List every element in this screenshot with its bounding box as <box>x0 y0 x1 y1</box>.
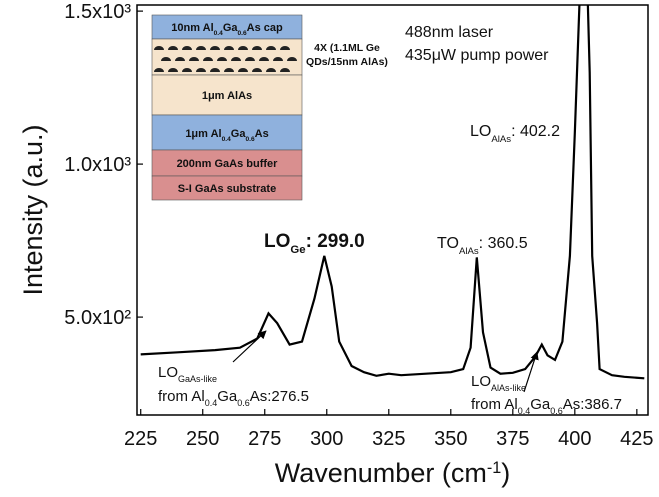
layer-label: S-I GaAs substrate <box>178 183 276 195</box>
subscript: Ge <box>290 244 305 256</box>
text-run: 200nm GaAs buffer <box>177 158 279 170</box>
layer-algaas <box>151 114 303 151</box>
x-tick-label: 400 <box>558 428 591 450</box>
text-run: : 299.0 <box>306 231 365 252</box>
subscript: 0.4 <box>205 398 218 408</box>
text-run: from Al <box>158 388 205 405</box>
y-axis-title: Intensity (a.u.) <box>18 124 48 295</box>
qd-label: QDs/15nm AlAs) <box>306 56 388 68</box>
plot-frame <box>136 4 649 416</box>
qd-label: 4X (1.1ML Ge <box>314 42 380 54</box>
subscript: 0.4 <box>214 30 223 37</box>
text-run: : 402.2 <box>511 123 560 140</box>
text-run: LO <box>158 364 178 381</box>
quantum-dots <box>154 46 297 72</box>
text-run: As:386.7 <box>563 396 622 413</box>
text-run: Ga <box>231 128 247 140</box>
text-run: S-I GaAs substrate <box>178 183 276 195</box>
subscript: 0.6 <box>238 30 247 37</box>
annotation: from Al0.4Ga0.6As:276.5 <box>158 388 309 408</box>
text-run: 1μm Al <box>185 128 221 140</box>
laser-info: 435μW pump power <box>405 47 549 64</box>
x-tick-label: 275 <box>248 428 281 450</box>
text-run: ) <box>501 458 510 488</box>
text-run: LO <box>470 123 491 140</box>
spectrum-line <box>140 5 645 380</box>
annotation-arrow <box>232 330 267 363</box>
layer-substrate <box>151 175 303 201</box>
text-run: from Al <box>471 396 518 413</box>
subscript: AlAs-like <box>491 383 526 393</box>
x-tick-label: 300 <box>310 428 343 450</box>
x-tick-label: 425 <box>620 428 653 450</box>
annotation: LOGaAs-like <box>158 364 217 384</box>
layer-alas <box>151 74 303 116</box>
x-tick-label: 350 <box>434 428 467 450</box>
text-run: As cap <box>247 22 283 34</box>
x-tick-label: 225 <box>124 428 157 450</box>
annotation: from Al0.4Ga0.6As:386.7 <box>471 396 622 416</box>
text-run: 10nm Al <box>171 22 213 34</box>
annotation: LOAlAs-like <box>471 373 526 393</box>
subscript: 0.4 <box>518 406 531 416</box>
layer-label: 1μm Al0.4Ga0.6As <box>185 128 268 143</box>
x-axis-title: Wavenumber (cm-1) <box>275 458 510 488</box>
y-tick-label: 1.5x10³ <box>64 1 131 23</box>
subscript: 0.6 <box>245 136 254 143</box>
subscript: GaAs-like <box>178 374 217 384</box>
text-run: Ga <box>217 388 238 405</box>
subscript: AlAs <box>491 134 511 145</box>
annotation: LOGe: 299.0 <box>264 231 365 256</box>
text-run: : 360.5 <box>479 235 528 252</box>
y-tick-label: 1.0x10³ <box>64 154 131 176</box>
annotation: LOAlAs: 402.2 <box>470 123 560 145</box>
text-run: 1μm AlAs <box>202 90 252 102</box>
subscript: AlAs <box>459 246 479 257</box>
annotation-arrow <box>523 351 539 393</box>
laser-info: 488nm laser <box>405 24 494 41</box>
subscript: 0.4 <box>222 136 231 143</box>
text-run: LO <box>264 231 290 252</box>
y-tick-label: 5.0x10² <box>64 307 131 329</box>
text-run: As <box>255 128 269 140</box>
text-run: Wavenumber (cm <box>275 458 487 488</box>
layer-buffer <box>151 149 303 177</box>
text-run: As:276.5 <box>250 388 309 405</box>
text-run: Ga <box>530 396 551 413</box>
subscript: 0.6 <box>237 398 250 408</box>
text-run: Ga <box>223 22 239 34</box>
inset <box>151 14 303 201</box>
x-tick-label: 250 <box>186 428 219 450</box>
text-run: LO <box>471 373 491 390</box>
layer-label: 200nm GaAs buffer <box>177 158 279 170</box>
x-tick-label: 375 <box>496 428 529 450</box>
layer-label: 1μm AlAs <box>202 90 252 102</box>
superscript: -1 <box>487 459 501 477</box>
text-run: TO <box>437 235 459 252</box>
annotation: TOAlAs: 360.5 <box>437 235 528 257</box>
subscript: 0.6 <box>550 406 563 416</box>
layer-label: 10nm Al0.4Ga0.6As cap <box>171 22 283 37</box>
x-tick-label: 325 <box>372 428 405 450</box>
